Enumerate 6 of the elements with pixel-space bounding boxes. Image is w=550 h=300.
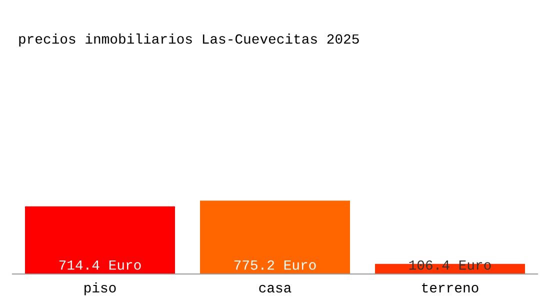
x-tick-label: terreno [422, 283, 478, 293]
data-label: 775.2 Euro [234, 260, 316, 270]
x-tick-label: casa [259, 284, 292, 293]
data-label: 714.4 Euro [59, 260, 141, 270]
x-tick-label: piso [84, 282, 116, 296]
chart-title: precios inmobiliarios Las-Cuevecitas 2025 [19, 34, 359, 46]
